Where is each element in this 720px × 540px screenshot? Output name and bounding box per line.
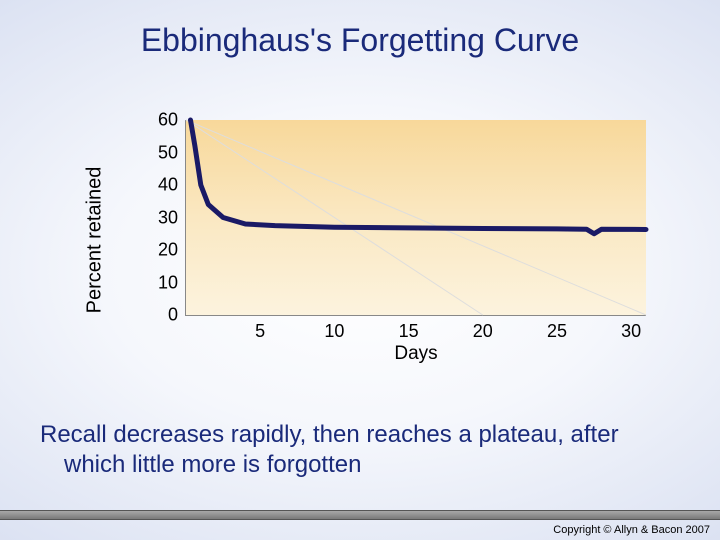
x-tick: 30 [621,321,641,342]
y-tick: 30 [148,207,178,228]
plot-area: 6050403020100 51015202530 Days [185,120,646,316]
slide-title: Ebbinghaus's Forgetting Curve [0,22,720,59]
y-tick: 40 [148,175,178,196]
x-tick: 15 [399,321,419,342]
x-axis-label: Days [394,343,437,365]
y-tick: 50 [148,142,178,163]
y-axis-label: Percent retained [84,167,107,314]
footer-divider [0,510,720,520]
slide: Ebbinghaus's Forgetting Curve Percent re… [0,0,720,540]
copyright-text: Copyright © Allyn & Bacon 2007 [553,524,710,536]
y-tick: 10 [148,272,178,293]
slide-caption: Recall decreases rapidly, then reaches a… [40,420,680,480]
y-tick: 0 [148,305,178,326]
chart-svg [186,120,646,315]
x-tick: 10 [324,321,344,342]
y-tick: 20 [148,240,178,261]
x-tick: 20 [473,321,493,342]
y-tick: 60 [148,110,178,131]
forgetting-curve-chart: Percent retained 6050403020100 510152025… [115,120,655,360]
x-tick: 25 [547,321,567,342]
x-tick: 5 [255,321,265,342]
